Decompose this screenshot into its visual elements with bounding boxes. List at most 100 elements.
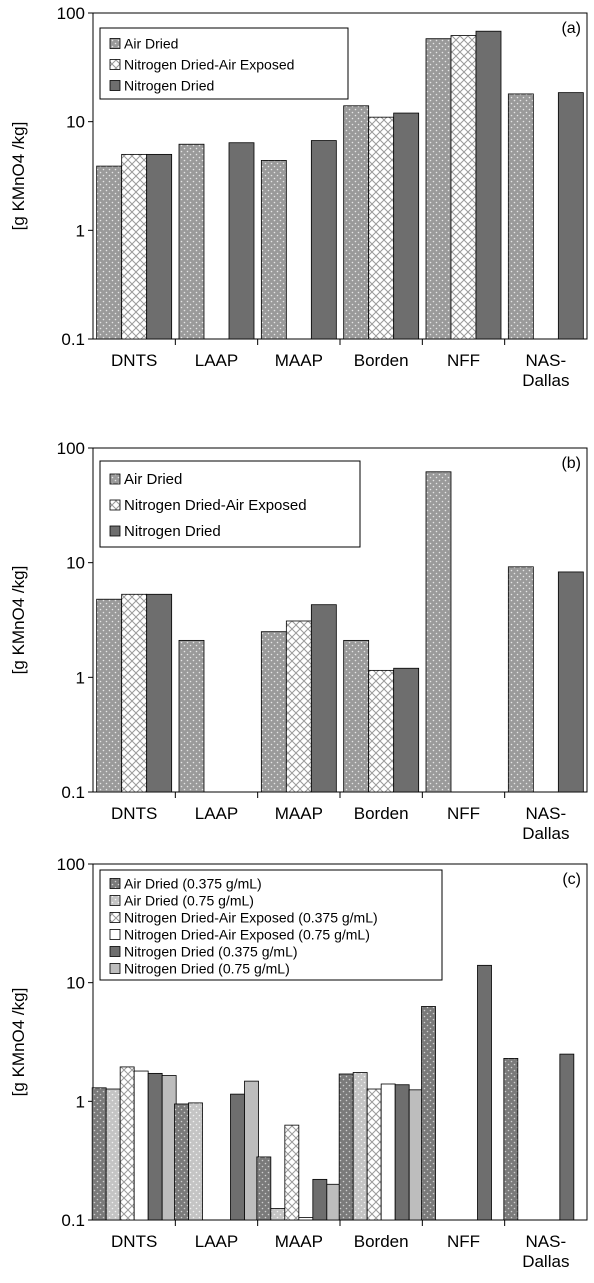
bar	[188, 1102, 203, 1221]
bar	[119, 1066, 135, 1221]
bar	[425, 471, 452, 793]
bar	[380, 1083, 396, 1221]
y-tick-label: 0.1	[61, 1211, 85, 1230]
legend-label: Nitrogen Dried (0.375 g/mL)	[124, 944, 298, 960]
bar	[96, 165, 123, 340]
legend-swatch	[109, 525, 121, 537]
legend-label: Air Dried (0.375 g/mL)	[124, 876, 262, 892]
bar	[174, 1103, 189, 1221]
y-tick-label: 1	[76, 1092, 85, 1111]
legend-label: Nitrogen Dried	[124, 523, 221, 540]
x-category-label: MAAP	[275, 1232, 323, 1251]
x-category-label: DNTS	[111, 804, 157, 823]
chart-panel-b: 0.1 1 10 100 [g KMnO4 /kg] DNTS LAAP MAAP Borden…	[9, 439, 588, 843]
bar	[285, 620, 312, 793]
y-tick-label: 100	[57, 439, 85, 458]
bar	[393, 667, 420, 793]
legend-swatch	[109, 499, 121, 511]
legend-swatch	[109, 895, 121, 906]
bar	[310, 140, 337, 340]
bar	[477, 964, 492, 1221]
bar	[366, 1088, 382, 1221]
bar	[147, 1072, 163, 1221]
x-category-label: NFF	[447, 351, 480, 370]
bar	[507, 566, 534, 793]
x-category-label: Dallas	[522, 371, 569, 390]
bar	[146, 593, 173, 793]
bar	[178, 143, 205, 340]
legend-label: Air Dried (0.75 g/mL)	[124, 893, 254, 909]
bar	[178, 639, 205, 793]
y-axis-label: [g KMnO4 /kg]	[9, 566, 28, 675]
bar	[557, 571, 584, 793]
panel-label: (a)	[561, 20, 581, 37]
bar	[343, 639, 370, 793]
bar	[343, 105, 370, 340]
bar	[298, 1217, 314, 1221]
bar	[503, 1058, 519, 1221]
x-category-label: Borden	[354, 804, 409, 823]
bar	[557, 92, 584, 340]
bar	[559, 1053, 575, 1221]
legend-label: Nitrogen Dried	[124, 78, 214, 94]
legend-swatch	[109, 929, 121, 940]
bar	[394, 1084, 410, 1221]
x-category-label: Borden	[354, 1232, 409, 1251]
legend-label: Nitrogen Dried (0.75 g/mL)	[124, 961, 290, 977]
legend-swatch	[109, 38, 121, 49]
bar	[326, 1183, 342, 1221]
legend-swatch	[109, 80, 121, 91]
x-category-label: DNTS	[111, 351, 157, 370]
bar	[91, 1087, 107, 1221]
legend-label: Nitrogen Dried-Air Exposed (0.75 g/mL)	[124, 927, 370, 943]
bar	[368, 669, 395, 793]
legend-label: Nitrogen Dried-Air Exposed (0.375 g/mL)	[124, 910, 378, 926]
x-category-label: NFF	[447, 1232, 480, 1251]
bar	[393, 112, 420, 340]
bar	[230, 1093, 245, 1221]
legend-box	[99, 460, 361, 548]
panel-label: (b)	[561, 455, 581, 472]
legend-box	[99, 869, 443, 981]
bar	[338, 1073, 354, 1221]
legend-box	[99, 27, 349, 100]
legend-swatch	[109, 878, 121, 889]
bar	[408, 1089, 424, 1221]
legend-swatch	[109, 912, 121, 923]
y-axis-label: [g KMnO4 /kg]	[9, 988, 28, 1097]
bar	[260, 160, 287, 340]
x-category-label: NAS-	[526, 804, 567, 823]
bar	[284, 1124, 300, 1221]
x-category-label: LAAP	[195, 1232, 238, 1251]
legend-swatch	[109, 963, 121, 974]
bar	[121, 153, 148, 340]
bar	[450, 35, 477, 340]
y-axis-label: [g KMnO4 /kg]	[9, 122, 28, 231]
bar	[256, 1156, 272, 1221]
bar	[244, 1080, 259, 1221]
legend-swatch	[109, 473, 121, 485]
x-category-label: NAS-	[526, 1232, 567, 1251]
y-tick-label: 0.1	[61, 783, 85, 802]
bar	[161, 1075, 177, 1221]
legend-swatch	[109, 59, 121, 70]
y-tick-label: 10	[66, 554, 85, 573]
legend-label: Nitrogen Dried-Air Exposed	[124, 497, 307, 514]
x-category-label: DNTS	[111, 1232, 157, 1251]
y-tick-label: 100	[57, 4, 85, 23]
bar	[425, 38, 452, 340]
bar	[507, 93, 534, 340]
bar	[368, 116, 395, 340]
panel-label: (c)	[562, 871, 581, 888]
bar	[228, 142, 255, 340]
bar	[146, 153, 173, 340]
chart-panel-a: 0.1 1 10 100 [g KMnO4 /kg] DNTS LAAP MAAP Borden…	[9, 4, 588, 390]
y-tick-label: 1	[76, 668, 85, 687]
y-tick-label: 1	[76, 221, 85, 240]
x-category-label: Dallas	[522, 1252, 569, 1271]
x-category-label: LAAP	[195, 804, 238, 823]
legend-swatch	[109, 946, 121, 957]
y-tick-label: 10	[66, 113, 85, 132]
bar	[96, 598, 123, 793]
